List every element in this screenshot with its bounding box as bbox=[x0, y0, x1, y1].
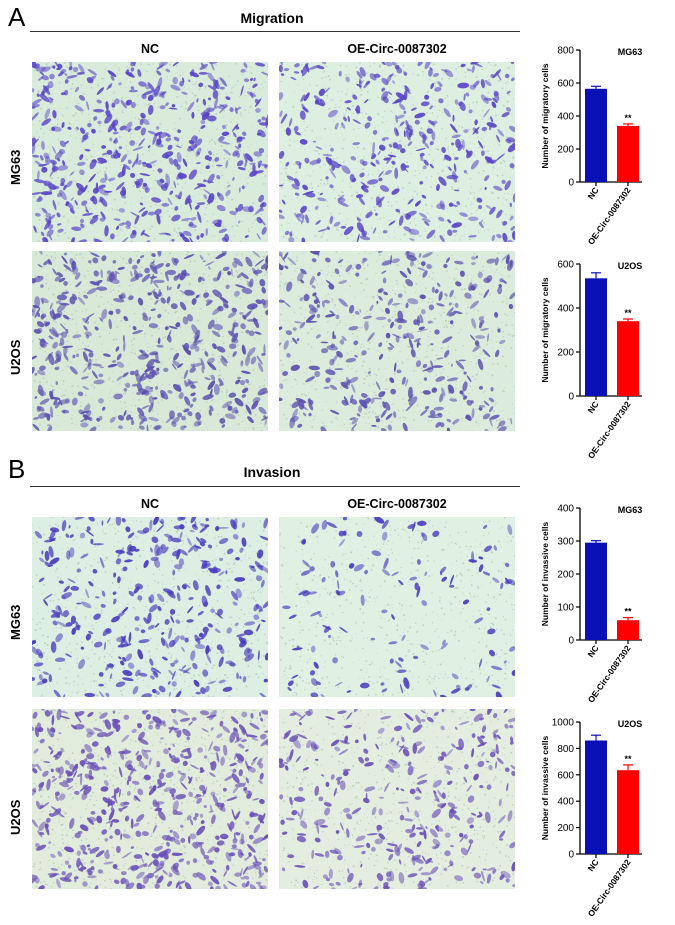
bar-chart-migration-mg63: 0 200 400 600 800 Number of migratory cells MG… bbox=[530, 40, 670, 247]
bar-oe-circ-0087302 bbox=[617, 620, 639, 640]
x-tick-label: NC bbox=[585, 643, 600, 659]
micrograph-migration-mg63-nc bbox=[32, 62, 268, 242]
micrograph-invasion-mg63-nc bbox=[32, 517, 268, 697]
y-tick-label: 400 bbox=[557, 112, 574, 123]
bar-nc bbox=[585, 740, 607, 854]
x-tick-label: NC bbox=[585, 857, 600, 873]
micrograph-invasion-u2os-nc bbox=[32, 709, 268, 889]
y-tick-label: 0 bbox=[568, 392, 574, 403]
bar-chart-migration-u2os: 0 200 400 600 Number of migratory cells U2OS N… bbox=[530, 254, 670, 461]
micrograph-invasion-mg63-oe bbox=[279, 517, 515, 697]
y-axis-label: Number of invassive cells bbox=[540, 522, 550, 627]
y-tick-label: 600 bbox=[557, 79, 574, 90]
y-tick-label: 200 bbox=[557, 570, 574, 581]
y-tick-label: 400 bbox=[557, 304, 574, 315]
chart-svg: 0 100 200 300 400 Number of invassive cells MG… bbox=[540, 504, 643, 705]
x-tick-label: NC bbox=[585, 185, 600, 201]
chart-title: MG63 bbox=[618, 505, 643, 515]
y-tick-label: 800 bbox=[557, 744, 574, 755]
y-tick-label: 600 bbox=[557, 770, 574, 781]
x-tick-label: NC bbox=[585, 399, 600, 415]
y-tick-label: 200 bbox=[557, 145, 574, 156]
y-tick-label: 1000 bbox=[552, 718, 575, 729]
y-axis-label: Number of invassive cells bbox=[540, 736, 550, 841]
y-axis-label: Number of migratory cells bbox=[540, 63, 550, 169]
panel-letter-a: A bbox=[8, 2, 26, 32]
panel-letter-b: B bbox=[8, 454, 26, 484]
micrograph-invasion-u2os-oe bbox=[279, 709, 515, 889]
bar-oe-circ-0087302 bbox=[617, 770, 639, 854]
bar-chart-invasion-u2os: 0 200 400 600 800 1000 Number of invassive cel… bbox=[530, 712, 670, 919]
y-tick-label: 200 bbox=[557, 348, 574, 359]
chart-title: MG63 bbox=[618, 47, 643, 57]
y-tick-label: 0 bbox=[568, 178, 574, 189]
y-tick-label: 600 bbox=[557, 260, 574, 271]
bar-oe-circ-0087302 bbox=[617, 321, 639, 396]
bar-chart-invasion-mg63: 0 100 200 300 400 Number of invassive cells MG… bbox=[530, 498, 670, 705]
row-label-mg63: MG63 bbox=[8, 149, 23, 185]
y-tick-label: 100 bbox=[557, 603, 574, 614]
y-tick-label: 200 bbox=[557, 823, 574, 834]
column-header-oe: OE-Circ-0087302 bbox=[347, 497, 447, 511]
chart-title: U2OS bbox=[618, 261, 643, 271]
significance-label: ** bbox=[624, 113, 632, 123]
row-label-u2os: U2OS bbox=[8, 339, 23, 375]
section-divider bbox=[30, 31, 520, 32]
significance-label: ** bbox=[624, 754, 632, 764]
significance-label: ** bbox=[624, 308, 632, 318]
micrograph-migration-u2os-oe bbox=[279, 251, 515, 431]
y-tick-label: 0 bbox=[568, 636, 574, 647]
column-header-nc: NC bbox=[140, 42, 160, 56]
y-tick-label: 0 bbox=[568, 850, 574, 861]
section-title-migration: Migration bbox=[240, 10, 304, 26]
chart-title: U2OS bbox=[618, 719, 643, 729]
section-title-invasion: Invasion bbox=[243, 464, 301, 480]
micrograph-migration-mg63-oe bbox=[279, 62, 515, 242]
y-tick-label: 800 bbox=[557, 46, 574, 57]
micrograph-migration-u2os-nc bbox=[32, 251, 268, 431]
bar-oe-circ-0087302 bbox=[617, 125, 639, 182]
row-label-u2os: U2OS bbox=[8, 799, 23, 835]
column-header-oe: OE-Circ-0087302 bbox=[347, 42, 447, 56]
bar-nc bbox=[585, 278, 607, 396]
chart-svg: 0 200 400 600 800 Number of migratory cells MG… bbox=[540, 46, 643, 247]
significance-label: ** bbox=[624, 607, 632, 617]
section-divider bbox=[30, 486, 520, 487]
row-label-mg63: MG63 bbox=[8, 604, 23, 640]
y-axis-label: Number of migratory cells bbox=[540, 277, 550, 383]
y-tick-label: 400 bbox=[557, 504, 574, 515]
bar-nc bbox=[585, 88, 607, 182]
bar-nc bbox=[585, 542, 607, 640]
y-tick-label: 400 bbox=[557, 797, 574, 808]
column-header-nc: NC bbox=[140, 497, 160, 511]
chart-svg: 0 200 400 600 Number of migratory cells U2OS N… bbox=[540, 260, 643, 461]
y-tick-label: 300 bbox=[557, 537, 574, 548]
